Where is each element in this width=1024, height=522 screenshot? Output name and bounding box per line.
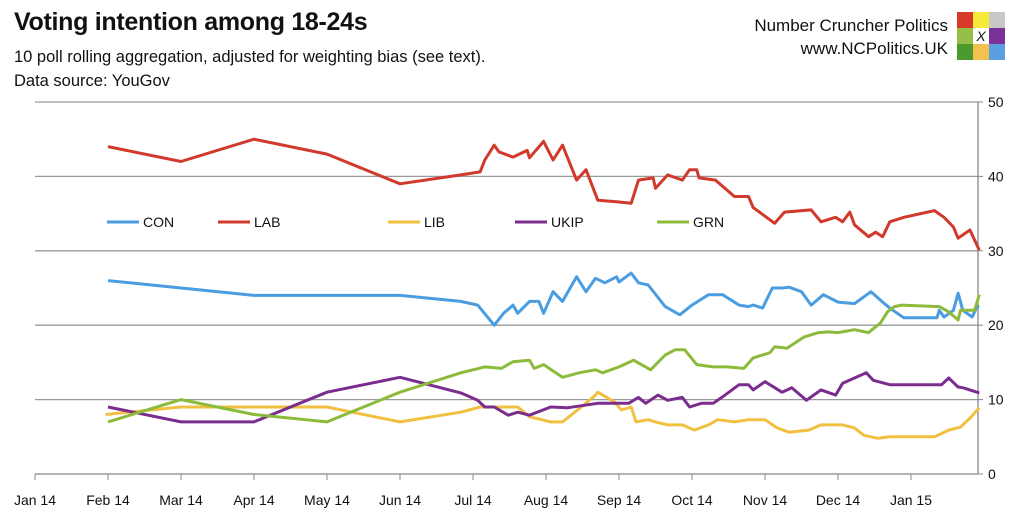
x-tick-label: Jan 14 (14, 492, 56, 508)
y-tick-label: 30 (988, 243, 1004, 259)
brand-name: Number Cruncher Politics (754, 16, 948, 35)
logo-square (957, 12, 973, 28)
legend-item-lab: LAB (218, 214, 280, 230)
x-tick-label: Nov 14 (743, 492, 788, 508)
x-tick-label: Jan 15 (890, 492, 932, 508)
y-tick-label: 40 (988, 168, 1004, 184)
x-tick-label: Oct 14 (671, 492, 712, 508)
x-tick-label: Dec 14 (816, 492, 861, 508)
x-tick-label: Apr 14 (233, 492, 274, 508)
y-tick-label: 0 (988, 466, 996, 482)
logo-x-mark: X (973, 28, 989, 44)
x-tick-label: Mar 14 (159, 492, 203, 508)
legend-item-con: CON (107, 214, 174, 230)
legend-label: CON (143, 214, 174, 230)
legend-item-lib: LIB (388, 214, 445, 230)
x-tick-label: May 14 (304, 492, 350, 508)
series-line-grn (107, 294, 981, 424)
y-tick-label: 50 (988, 94, 1004, 110)
legend-label: UKIP (551, 214, 584, 230)
logo-square (989, 44, 1005, 60)
chart-title: Voting intention among 18-24s (14, 8, 368, 36)
legend-item-ukip: UKIP (515, 214, 584, 230)
y-tick-label: 10 (988, 392, 1004, 408)
legend-item-grn: GRN (657, 214, 724, 230)
logo-square (989, 28, 1005, 44)
series-line-lab (107, 137, 981, 251)
logo-square (957, 44, 973, 60)
x-tick-label: Feb 14 (86, 492, 130, 508)
legend-label: LAB (254, 214, 280, 230)
logo-square (973, 44, 989, 60)
x-tick-label: Jun 14 (379, 492, 421, 508)
series-line-con (107, 271, 980, 327)
x-tick-label: Aug 14 (524, 492, 569, 508)
series-line-lib (105, 390, 981, 440)
logo-square (989, 12, 1005, 28)
logo-square (973, 12, 989, 28)
x-tick-label: Jul 14 (454, 492, 492, 508)
ncp-logo: X (957, 12, 1005, 60)
brand-url: www.NCPolitics.UK (800, 39, 948, 58)
y-tick-label: 20 (988, 317, 1004, 333)
legend-label: LIB (424, 214, 445, 230)
logo-square (957, 28, 973, 44)
data-source: Data source: YouGov (14, 72, 170, 90)
chart-subtitle: 10 poll rolling aggregation, adjusted fo… (14, 48, 486, 66)
legend-label: GRN (693, 214, 724, 230)
x-tick-label: Sep 14 (597, 492, 642, 508)
series-line-ukip (107, 371, 980, 424)
